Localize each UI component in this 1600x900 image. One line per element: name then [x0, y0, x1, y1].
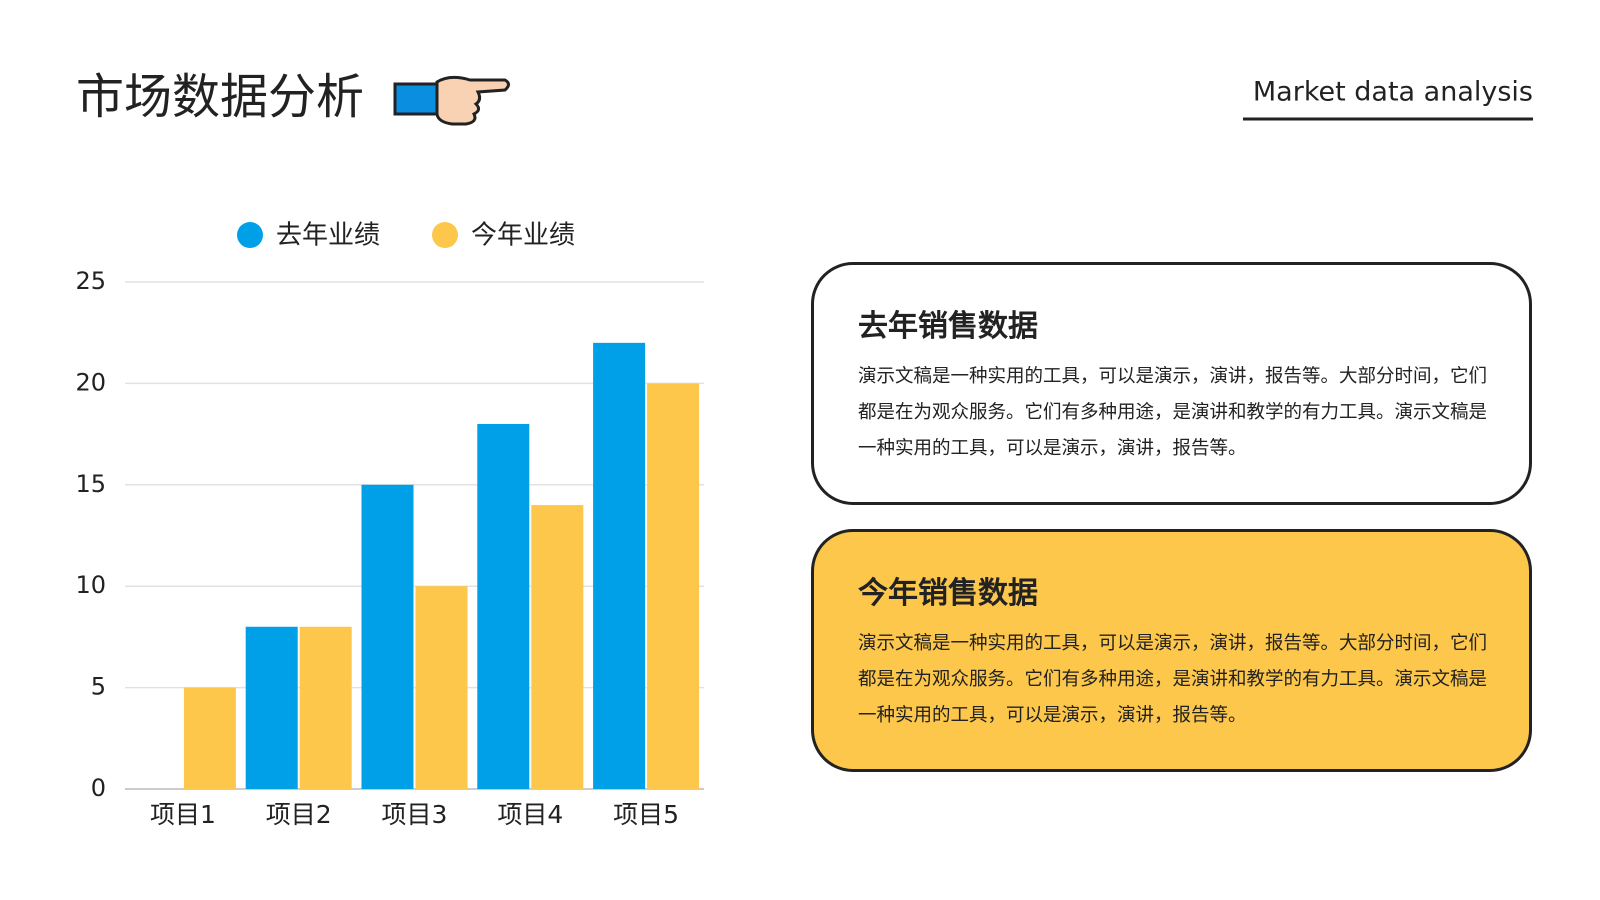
bar	[183, 687, 236, 789]
bar	[647, 383, 700, 789]
bar	[531, 505, 584, 789]
card: 今年销售数据 演示文稿是一种实用的工具，可以是演示，演讲，报告等。大部分时间，它…	[811, 529, 1532, 772]
bar	[361, 484, 414, 789]
bar	[477, 423, 530, 789]
legend-swatch	[432, 222, 458, 248]
x-tick-label: 项目1	[150, 800, 216, 829]
card-title: 去年销售数据	[858, 309, 1038, 344]
y-tick-label: 20	[75, 368, 106, 396]
legend-swatch	[237, 222, 263, 248]
card-title: 今年销售数据	[858, 576, 1038, 611]
x-tick-label: 项目3	[382, 800, 448, 829]
y-tick-label: 15	[75, 470, 106, 498]
y-tick-label: 0	[91, 774, 106, 802]
x-tick-label: 项目4	[497, 800, 563, 829]
bar	[415, 586, 468, 789]
page-subtitle: Market data analysis	[1253, 77, 1533, 108]
bar	[245, 626, 298, 789]
bar	[299, 626, 352, 789]
card-body: 演示文稿是一种实用的工具，可以是演示，演讲，报告等。大部分时间，它们都是在为观众…	[858, 366, 1488, 459]
x-tick-label: 项目2	[266, 800, 332, 829]
legend-label: 去年业绩	[276, 221, 380, 251]
page-title: 市场数据分析	[76, 69, 364, 125]
y-tick-label: 10	[75, 571, 106, 599]
legend-label: 今年业绩	[471, 221, 575, 251]
card: 去年销售数据 演示文稿是一种实用的工具，可以是演示，演讲，报告等。大部分时间，它…	[811, 262, 1532, 505]
card-body: 演示文稿是一种实用的工具，可以是演示，演讲，报告等。大部分时间，它们都是在为观众…	[858, 633, 1488, 726]
y-tick-label: 25	[75, 267, 106, 295]
pointing-hand-icon	[393, 75, 510, 126]
bar	[593, 342, 646, 789]
x-tick-label: 项目5	[613, 800, 679, 829]
y-tick-label: 5	[91, 673, 106, 701]
